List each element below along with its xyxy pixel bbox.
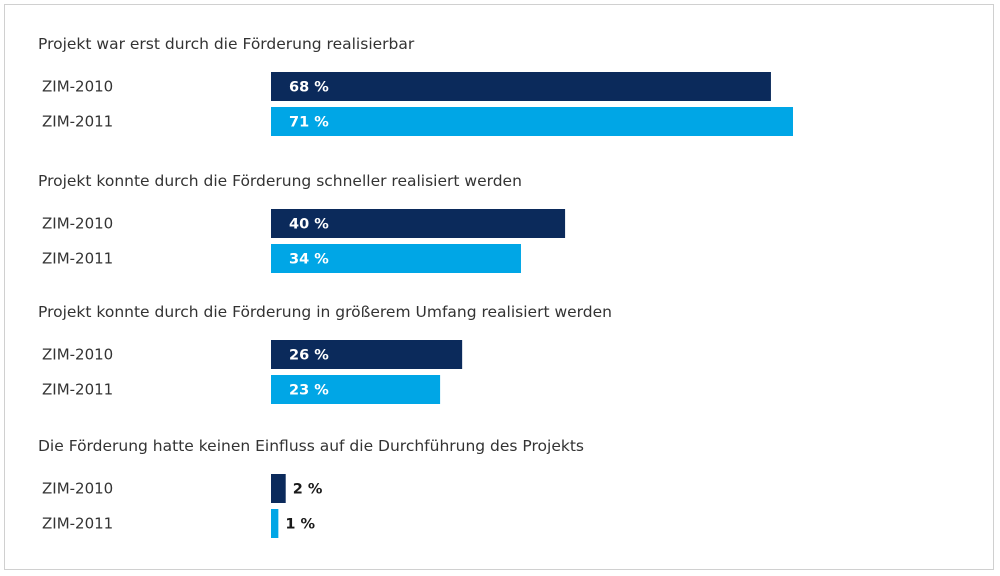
value-label: 34 % [289,252,329,268]
bar-zim-2010 [271,72,771,101]
bar-zim-2011 [271,244,521,273]
bar-zim-2011 [271,375,441,404]
row-label: ZIM-2011 [42,250,113,268]
row-label: ZIM-2011 [42,381,113,399]
group-title: Die Förderung hatte keinen Einfluss auf … [38,437,584,455]
row-label: ZIM-2010 [42,78,113,96]
value-label: 1 % [285,517,315,533]
value-label: 26 % [289,348,329,364]
group-title: Projekt konnte durch die Förderung schne… [38,172,522,190]
value-label: 71 % [289,115,329,131]
group-title: Projekt war erst durch die Förderung rea… [38,35,415,53]
row-label: ZIM-2011 [42,515,113,533]
bar-zim-2010 [271,209,566,238]
value-label: 23 % [289,383,329,399]
bar-zim-2010 [271,340,463,369]
row-label: ZIM-2010 [42,480,113,498]
group-title: Projekt konnte durch die Förderung in gr… [38,303,612,321]
bar-zim-2010 [271,474,286,503]
value-label: 68 % [289,80,329,96]
row-label: ZIM-2011 [42,113,113,131]
value-label: 2 % [293,482,323,498]
bar-zim-2011 [271,107,793,136]
row-label: ZIM-2010 [42,215,113,233]
row-label: ZIM-2010 [42,346,113,364]
value-label: 40 % [289,217,329,233]
bar-zim-2011 [271,509,279,538]
